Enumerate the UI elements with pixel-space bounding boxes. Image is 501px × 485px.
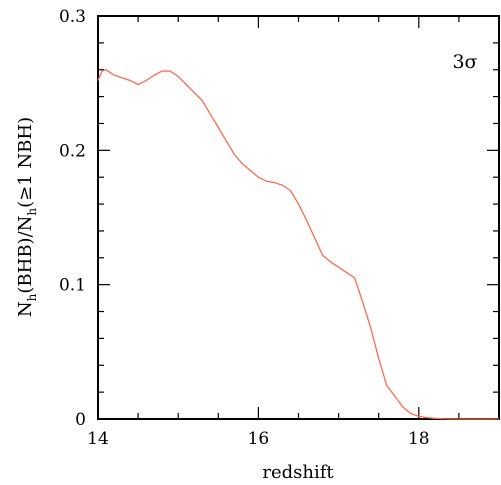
tick-labels: 14 16 18 0 0.1 0.2 0.3 [59,7,430,449]
y-tick-label: 0.1 [59,276,86,296]
x-tick-label: 16 [248,429,270,449]
y-tick-label: 0 [75,410,86,430]
y-tick-label: 0.2 [59,141,86,161]
x-axis-label: redshift [262,462,334,483]
y-label-part-3: (≥1 NBH) [15,117,36,208]
y-label-part-2: (BHB)/N [15,216,36,294]
series-line-0 [97,69,499,420]
y-label-subscript-1: h [25,293,39,301]
x-tick-label: 14 [87,429,109,449]
y-label-subscript-2: h [25,208,39,216]
axis-ticks [97,15,500,420]
plot-border [97,15,500,420]
y-tick-label: 0.3 [59,7,86,27]
sigma-annotation: 3σ [452,51,477,73]
y-label-part-1: N [15,301,36,317]
x-tick-label: 18 [408,429,430,449]
y-axis-label: Nh(BHB)/Nh(≥1 NBH) [15,117,39,317]
series-layer [97,69,499,420]
plot-frame [97,15,500,420]
